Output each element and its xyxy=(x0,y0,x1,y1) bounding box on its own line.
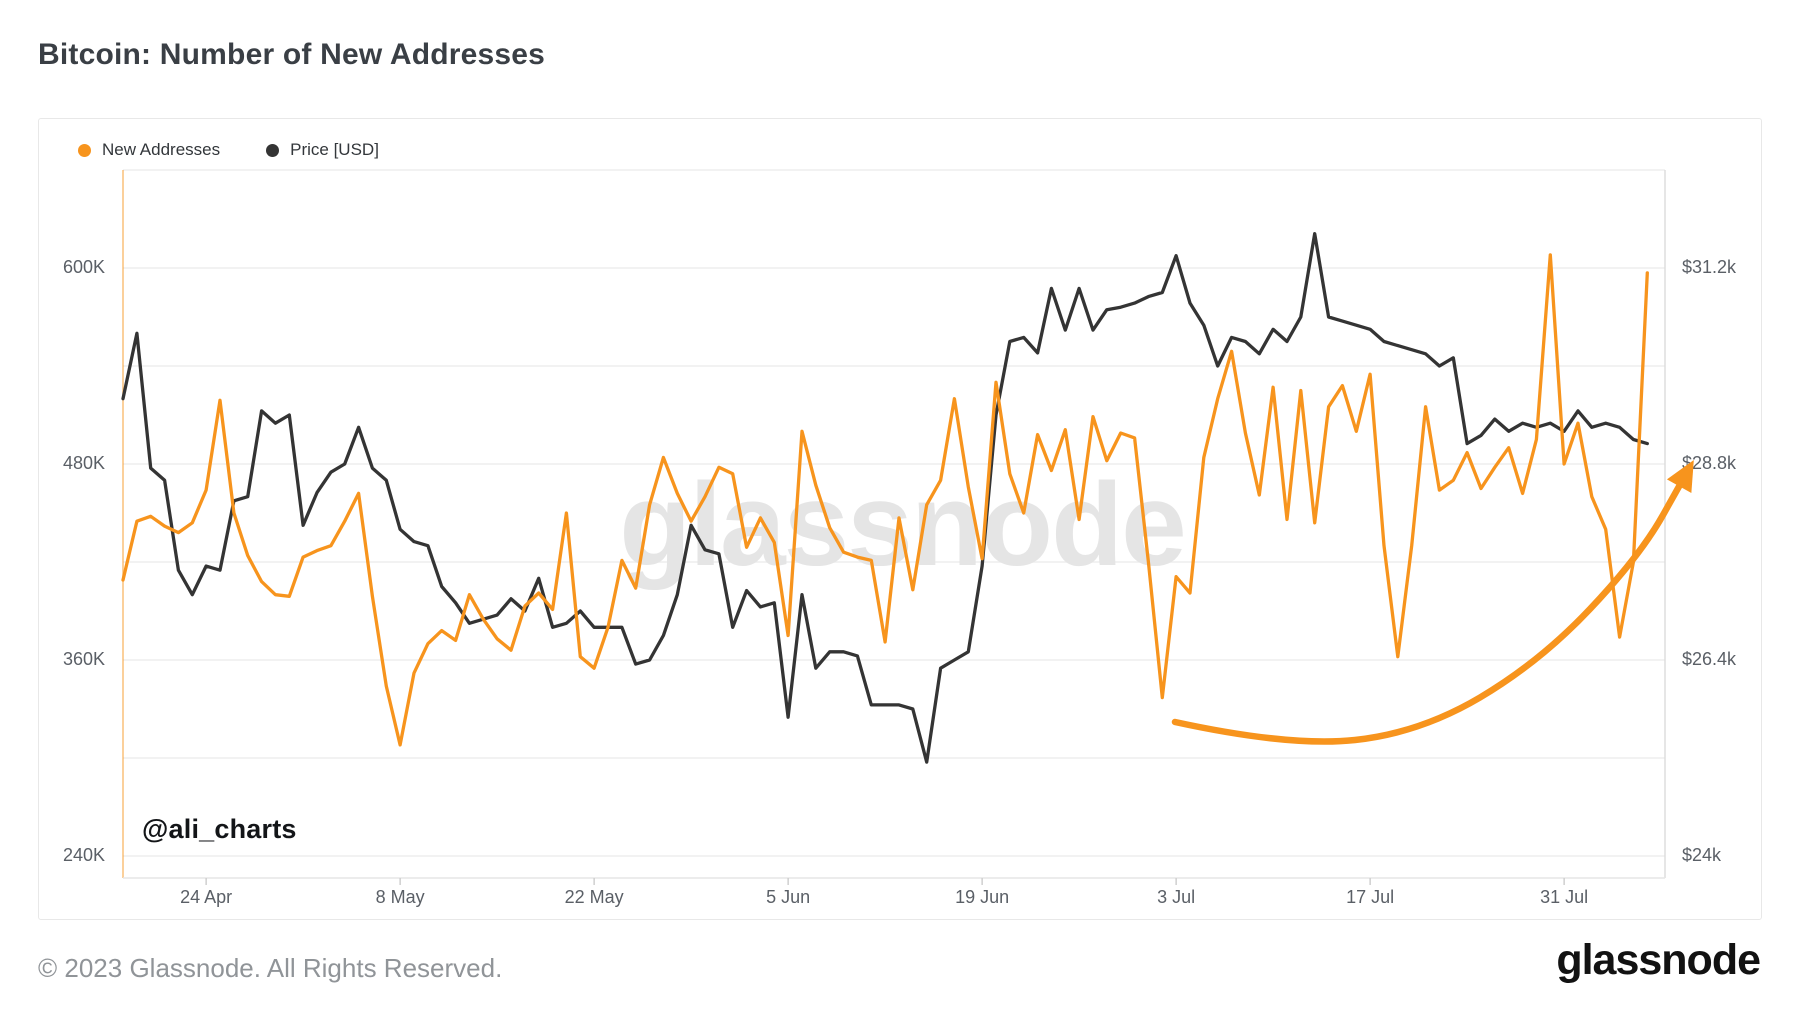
chart-legend: New Addresses Price [USD] xyxy=(78,140,379,160)
x-axis-label: 24 Apr xyxy=(180,887,232,907)
author-handle: @ali_charts xyxy=(142,814,297,844)
y-axis-label-right: $26.4k xyxy=(1682,649,1737,669)
y-axis-label-left: 480K xyxy=(63,453,105,473)
x-axis-label: 22 May xyxy=(565,887,624,907)
page-title: Bitcoin: Number of New Addresses xyxy=(38,38,546,71)
y-axis-label-left: 360K xyxy=(63,649,105,669)
glassnode-logo: glassnode xyxy=(1556,936,1761,984)
trend-arrow-annotation xyxy=(1171,460,1694,745)
x-axis-label: 17 Jul xyxy=(1346,887,1394,907)
series-line-new-addresses xyxy=(121,253,1649,747)
x-axis-label: 5 Jun xyxy=(766,887,810,907)
legend-swatch-icon xyxy=(266,143,280,157)
legend-item-price-usd[interactable]: Price [USD] xyxy=(266,140,379,160)
x-axis-label: 19 Jun xyxy=(955,887,1009,907)
y-axis-label-left: 240K xyxy=(63,845,105,865)
trend-arrow-shaft xyxy=(1171,470,1690,745)
x-axis-label: 3 Jul xyxy=(1157,887,1195,907)
legend-label-price-usd: Price [USD] xyxy=(290,140,379,159)
trend-arrow-head-icon xyxy=(1666,460,1694,494)
y-axis-label-left: 600K xyxy=(63,257,105,277)
series-line-price-usd- xyxy=(121,232,1649,764)
y-axis-label-right: $24k xyxy=(1682,845,1722,865)
legend-label-new-addresses: New Addresses xyxy=(102,140,221,159)
axis-labels: 240K 360K 480K 600K $24k $26.4k $28.8k $31.2k 24… xyxy=(63,257,1737,907)
y-axis-label-right: $31.2k xyxy=(1682,257,1737,277)
x-axis-label: 31 Jul xyxy=(1540,887,1588,907)
legend-item-new-addresses[interactable]: New Addresses xyxy=(78,140,220,160)
x-axis-label: 8 May xyxy=(376,887,425,907)
y-axis-label-right: $28.8k xyxy=(1682,453,1737,473)
series-lines xyxy=(121,232,1649,764)
copyright-text: © 2023 Glassnode. All Rights Reserved. xyxy=(38,953,503,983)
legend-swatch-icon xyxy=(78,143,91,157)
